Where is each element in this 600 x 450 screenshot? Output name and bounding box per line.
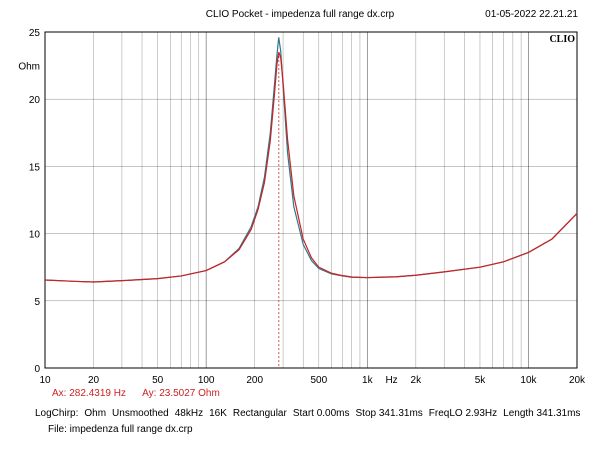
x-tick-label: 50 — [152, 375, 164, 386]
x-tick-label: 10 — [39, 375, 51, 386]
setting-item: Length 341.31ms — [503, 408, 581, 419]
x-tick-label: 20 — [88, 375, 100, 386]
series-line — [44, 37, 578, 283]
y-tick-label: 25 — [29, 28, 41, 39]
grid — [45, 32, 577, 368]
x-tick-label: 2k — [411, 375, 423, 386]
series-line — [44, 51, 578, 283]
setting-item: Rectangular — [232, 408, 287, 419]
y-axis-label: Ohm — [18, 62, 40, 73]
cursor-readout: Ax: 282.4319 Hz Ay: 23.5027 Ohm — [52, 388, 234, 399]
series — [44, 37, 578, 368]
axis-ticks: 10 20 50 100 200 500 1k 2k 5k 10k 20k Hz 0 5 10 15 20 25 O… — [18, 28, 586, 386]
setting-item: Ohm — [84, 408, 107, 419]
y-tick-label: 5 — [34, 297, 40, 308]
setting-item: Unsmoothed — [112, 408, 169, 419]
y-tick-label: 0 — [34, 364, 40, 375]
y-tick-label: 10 — [29, 230, 41, 241]
setting-item: FreqLO 2.93Hz — [428, 408, 498, 419]
chart-title: CLIO Pocket - impedenza full range dx.cr… — [205, 9, 395, 20]
measurement-settings: LogChirp: Ohm Unsmoothed 48kHz 16K Rectangula… — [35, 408, 586, 419]
x-tick-label: 5k — [475, 375, 487, 386]
brand-logo: CLIO — [549, 34, 575, 45]
file-name: File: impedenza full range dx.crp — [48, 424, 193, 435]
setting-item: LogChirp: — [35, 408, 79, 419]
cursor-x-value: Ax: 282.4319 Hz — [52, 388, 126, 399]
setting-item: Start 0.00ms — [292, 408, 350, 419]
x-tick-label: 20k — [569, 375, 586, 386]
x-unit-label: Hz — [385, 375, 397, 386]
setting-item: Stop 341.31ms — [355, 408, 423, 419]
x-tick-label: 500 — [310, 375, 327, 386]
x-tick-label: 100 — [198, 375, 215, 386]
setting-item: 16K — [209, 408, 227, 419]
y-tick-label: 15 — [29, 162, 41, 173]
x-tick-label: 200 — [246, 375, 263, 386]
y-tick-label: 20 — [29, 95, 41, 106]
cursor-y-value: Ay: 23.5027 Ohm — [142, 388, 220, 399]
x-tick-label: 10k — [520, 375, 537, 386]
timestamp: 01-05-2022 22.21.21 — [485, 9, 578, 20]
plot-frame — [44, 31, 578, 369]
x-tick-label: 1k — [362, 375, 374, 386]
setting-item: 48kHz — [174, 408, 204, 419]
